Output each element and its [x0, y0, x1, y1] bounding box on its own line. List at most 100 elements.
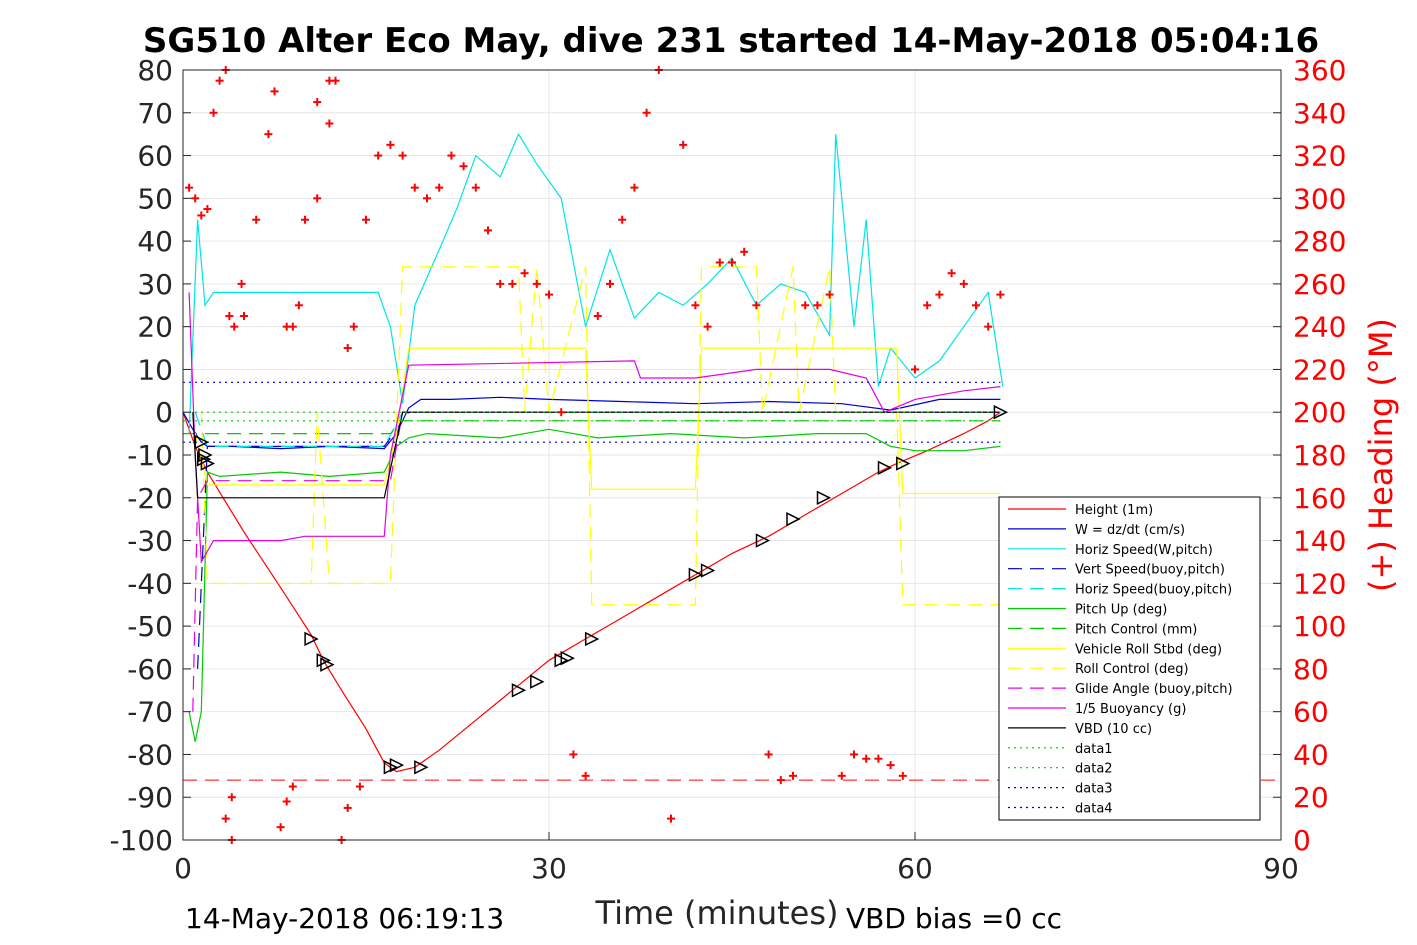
heading-point — [984, 322, 993, 331]
left-tick-label: 60 — [137, 140, 173, 173]
legend-label: data4 — [1075, 802, 1113, 817]
heading-point — [923, 301, 932, 310]
legend-label: Vert Speed(buoy,pitch) — [1075, 563, 1225, 578]
heading-point — [276, 823, 285, 832]
left-tick-label: 80 — [137, 54, 173, 87]
heading-point — [225, 311, 234, 320]
triangle-marker — [584, 631, 600, 647]
heading-point — [447, 151, 456, 160]
heading-point — [898, 771, 907, 780]
heading-point — [343, 803, 352, 812]
heading-point — [825, 290, 834, 299]
x-tick-label: 90 — [1263, 852, 1299, 885]
right-tick-label: 240 — [1293, 311, 1346, 344]
heading-point — [520, 269, 529, 278]
heading-point — [606, 279, 614, 288]
heading-point — [264, 130, 273, 139]
heading-point — [557, 408, 566, 417]
right-tick-label: 0 — [1293, 824, 1311, 857]
right-tick-label: 300 — [1293, 182, 1346, 215]
heading-point — [667, 814, 675, 823]
right-tick-label: 80 — [1293, 653, 1329, 686]
heading-point — [459, 162, 468, 171]
heading-point — [593, 311, 602, 320]
series-line-5 — [188, 428, 1001, 742]
legend-label: Pitch Control (mm) — [1075, 622, 1197, 637]
heading-point — [801, 301, 810, 310]
right-tick-label: 360 — [1293, 54, 1346, 87]
heading-point — [288, 782, 297, 791]
left-tick-label: 40 — [137, 225, 173, 258]
triangle-marker — [816, 490, 832, 505]
heading-point — [642, 108, 651, 117]
heading-point — [874, 754, 883, 763]
triangle-marker — [993, 405, 1009, 420]
x-tick-label: 60 — [897, 852, 933, 885]
heading-point — [837, 771, 846, 780]
heading-point — [886, 761, 895, 770]
heading-point — [740, 247, 749, 256]
legend-label: Pitch Up (deg) — [1075, 603, 1167, 618]
heading-point — [237, 279, 246, 288]
left-tick-label: -80 — [127, 738, 173, 771]
heading-point — [197, 211, 206, 220]
triangle-marker — [755, 533, 771, 548]
heading-point — [398, 151, 407, 160]
heading-point — [911, 365, 919, 374]
legend-label: Vehicle Roll Stbd (deg) — [1075, 642, 1222, 657]
heading-point — [776, 776, 785, 785]
triangle-markers — [194, 405, 1009, 775]
heading-point — [362, 215, 370, 224]
left-tick-label: -50 — [127, 610, 173, 643]
heading-point — [227, 793, 236, 802]
left-tick-label: -60 — [127, 653, 173, 686]
heading-point — [355, 782, 364, 791]
x-axis-label: Time (minutes) — [595, 894, 839, 932]
heading-point — [203, 205, 212, 214]
heading-point — [230, 322, 239, 331]
right-tick-label: 260 — [1293, 268, 1346, 301]
heading-point — [209, 108, 218, 117]
legend: Height (1m) W = dz/dt (cm/s) Horiz Speed(W… — [998, 496, 1261, 821]
right-tick-label: 340 — [1293, 97, 1346, 130]
heading-point — [752, 301, 761, 310]
chart-title: SG510 Alter Eco May, dive 231 started 14… — [143, 21, 1319, 61]
legend-label: Horiz Speed(buoy,pitch) — [1075, 583, 1232, 598]
legend-label: Glide Angle (buoy,pitch) — [1075, 682, 1233, 697]
left-tick-label: -20 — [127, 482, 173, 515]
series-line-10 — [188, 292, 1001, 564]
triangle-marker — [700, 563, 716, 578]
left-tick-label: 30 — [137, 268, 173, 301]
left-tick-label: -70 — [127, 696, 173, 729]
series-line-11 — [192, 411, 1001, 499]
heading-point — [325, 76, 334, 85]
heading-point — [471, 183, 480, 192]
series-line-1 — [182, 396, 1001, 450]
heading-point — [813, 301, 822, 310]
heading-point — [313, 194, 322, 203]
heading-point — [959, 279, 968, 288]
heading-point — [185, 183, 194, 192]
heading-point — [728, 258, 736, 267]
heading-points — [185, 66, 1005, 844]
triangle-marker — [511, 683, 527, 698]
heading-point — [532, 279, 541, 288]
heading-point — [850, 750, 858, 759]
left-tick-label: 0 — [155, 396, 173, 429]
heading-point — [947, 269, 956, 278]
heading-point — [691, 301, 700, 310]
right-axis-ticks: 3603403203002802602402202001801601401201… — [1273, 54, 1346, 857]
triangle-marker — [530, 674, 545, 689]
left-tick-label: 10 — [137, 353, 173, 386]
legend-label: VBD (10 cc) — [1075, 722, 1152, 737]
triangle-marker — [320, 657, 335, 672]
heading-point — [325, 119, 334, 128]
heading-point — [221, 814, 230, 823]
x-axis-ticks: 0 30 60 90 — [174, 832, 1299, 885]
legend-label: Height (1m) — [1075, 503, 1153, 518]
heading-point — [435, 183, 444, 192]
legend-label: data1 — [1075, 742, 1113, 757]
triangle-marker — [688, 567, 704, 582]
right-tick-label: 320 — [1293, 140, 1346, 173]
